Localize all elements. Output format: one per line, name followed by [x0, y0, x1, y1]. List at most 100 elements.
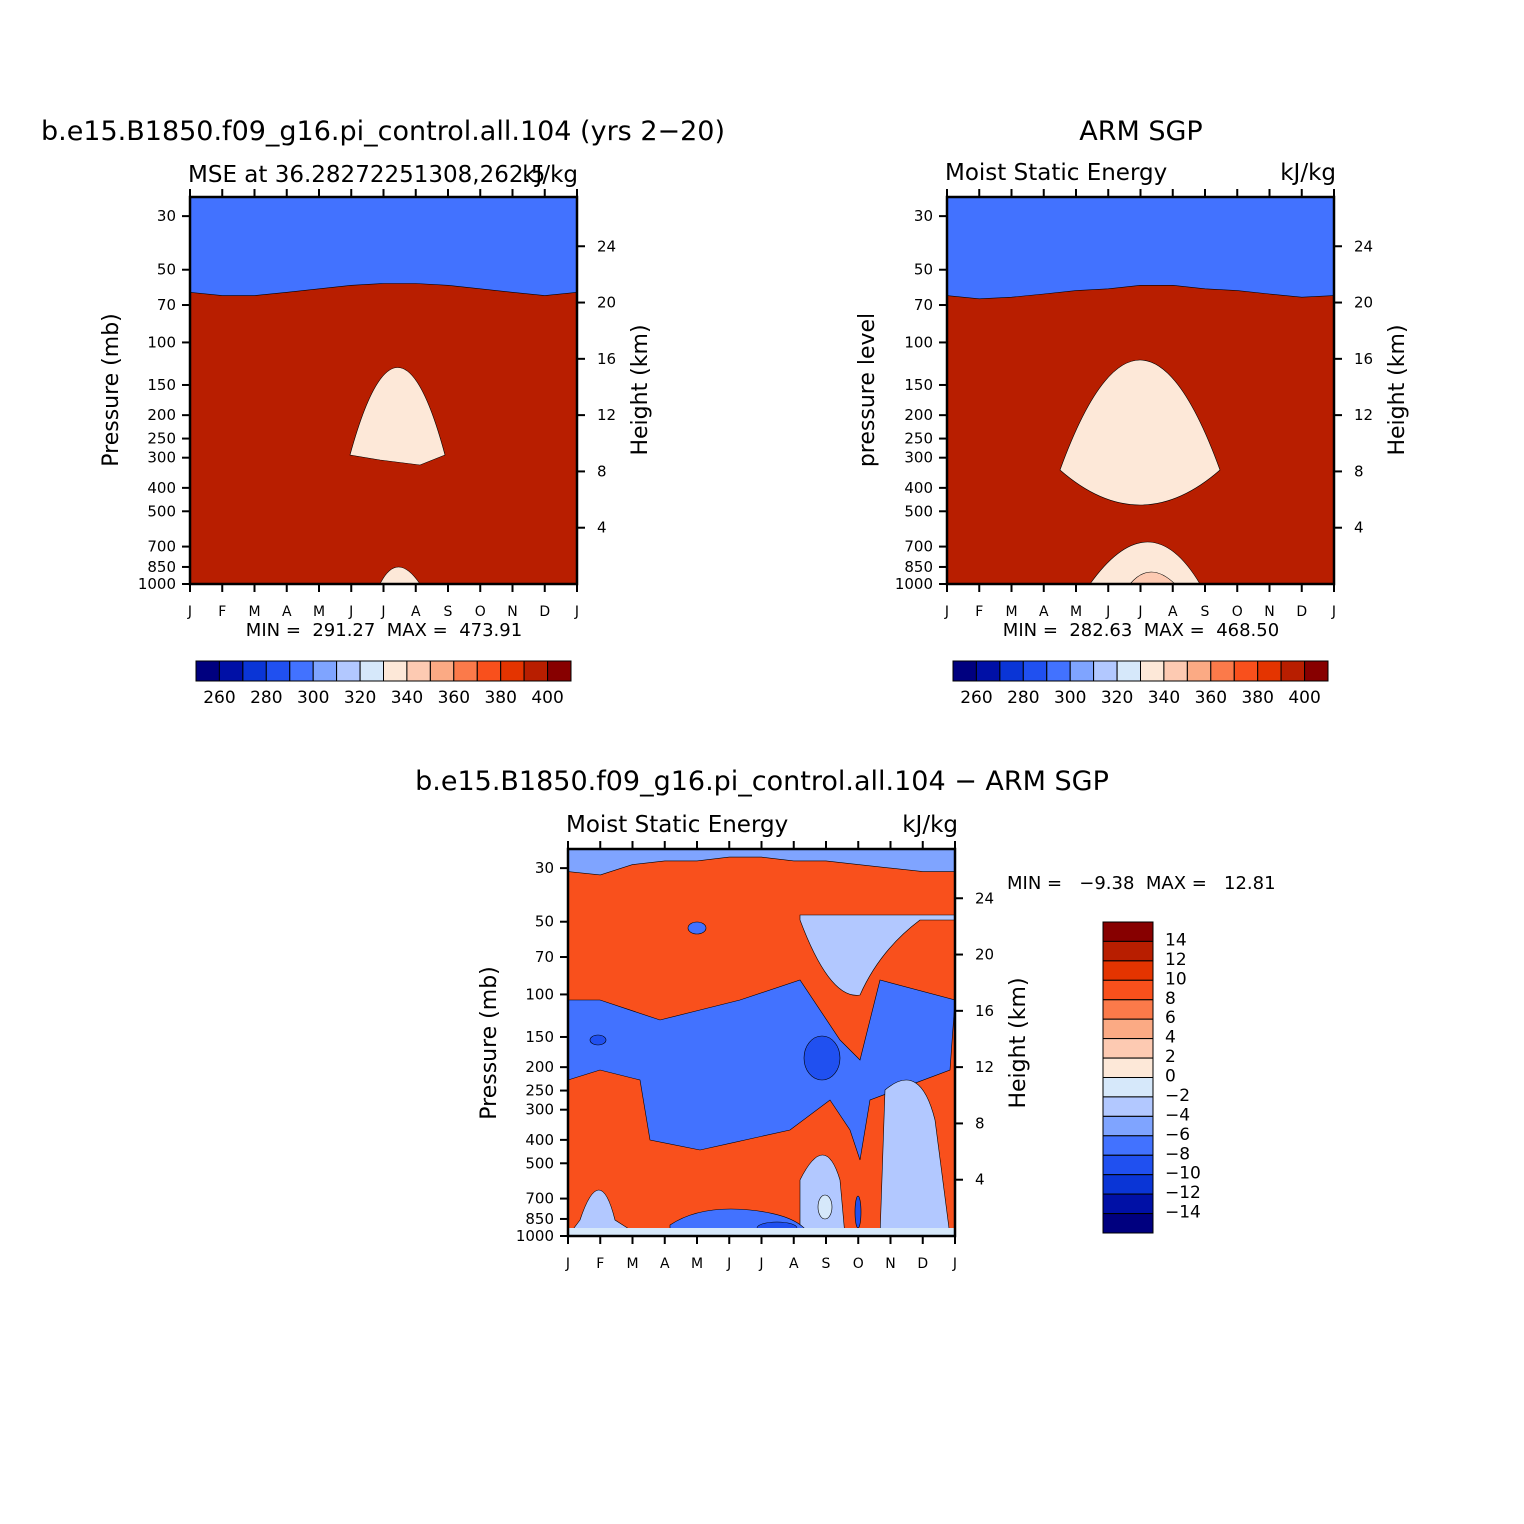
x-tick-label: J [726, 1256, 731, 1272]
panel-obs-colorbar: 260 280 300 320 340 360 380 400 [952, 660, 1329, 708]
y-tick-label: 850 [147, 558, 176, 576]
y-tick-label: 700 [525, 1190, 554, 1208]
panel-diff: b.e15.B1850.f09_g16.pi_control.all.104 −… [415, 766, 1275, 1272]
colorbar-label: 360 [1195, 688, 1227, 708]
colorbar-swatch [383, 660, 408, 682]
x-tick-label: J [574, 604, 579, 620]
colorbar-label: 380 [484, 688, 516, 708]
colorbar-swatch [1102, 1057, 1154, 1078]
colorbar-label: −2 [1165, 1086, 1190, 1106]
y-tick-label: 100 [904, 333, 933, 351]
y-tick-label: 1000 [138, 575, 176, 593]
colorbar-label: 300 [1054, 688, 1086, 708]
colorbar-label: 2 [1165, 1047, 1176, 1067]
x-tick-label: J [1137, 604, 1142, 620]
panel-model-title: b.e15.B1850.f09_g16.pi_control.all.104 (… [41, 116, 725, 147]
x-tick-label: A [411, 604, 421, 620]
colorbar-swatch [242, 660, 267, 682]
x-tick-label: M [1005, 604, 1017, 620]
colorbar-swatch [1046, 660, 1071, 682]
contour-blob [799, 914, 956, 996]
colorbar-label: 260 [203, 688, 235, 708]
colorbar-swatch [1102, 960, 1154, 981]
y-tick-label: 400 [147, 479, 176, 497]
band [568, 1228, 955, 1236]
colorbar-swatch [999, 660, 1024, 682]
colorbar-label: 320 [344, 688, 376, 708]
y-tick-label: 300 [525, 1101, 554, 1119]
panel-obs-min-max: MIN = 282.63 MAX = 468.50 [1003, 620, 1279, 641]
colorbar-label: 280 [1007, 688, 1039, 708]
x-tick-label: O [1232, 604, 1243, 620]
colorbar-swatch [1102, 1018, 1154, 1040]
colorbar-swatch [1102, 1213, 1154, 1234]
y-tick-label: 250 [147, 430, 176, 448]
colorbar-swatch [952, 660, 977, 682]
colorbar-swatch [476, 660, 502, 682]
y-tick-label: 50 [157, 261, 176, 279]
colorbar-swatch [406, 660, 431, 682]
colorbar-label: 340 [1148, 688, 1180, 708]
panel-obs-ylabel-right: Height (km) [1385, 324, 1410, 455]
y-tick-label: 300 [147, 449, 176, 467]
x-tick-label: M [248, 604, 260, 620]
x-tick-label: J [952, 1256, 957, 1272]
y-tick-label: 200 [904, 406, 933, 424]
y-tick-label: 500 [147, 502, 176, 520]
panel-diff-y-ticks-right: 24 20 16 12 8 4 [955, 889, 994, 1189]
colorbar-swatch [1069, 660, 1095, 682]
panel-model: b.e15.B1850.f09_g16.pi_control.all.104 (… [41, 116, 725, 708]
panel-model-ylabel: Pressure (mb) [99, 313, 124, 467]
x-tick-label: F [596, 1256, 604, 1272]
panel-model-ylabel-right: Height (km) [628, 324, 653, 455]
contour-blob [1059, 359, 1221, 506]
contour-blob [817, 1194, 833, 1220]
y-right-tick-label: 8 [597, 462, 607, 480]
contour-blob [854, 1195, 862, 1229]
panel-model-subtitle-left: MSE at 36.28272251308,262.5 [188, 162, 545, 188]
x-tick-label: A [1039, 604, 1049, 620]
colorbar-swatch [1102, 940, 1154, 962]
colorbar-swatch [1304, 660, 1329, 682]
panel-diff-subtitle-left: Moist Static Energy [566, 812, 788, 838]
colorbar-swatch [359, 660, 385, 682]
y-right-tick-label: 12 [1354, 406, 1373, 424]
y-right-tick-label: 24 [1354, 237, 1373, 255]
x-tick-label: N [507, 604, 517, 620]
y-right-tick-label: 4 [975, 1171, 985, 1189]
contour-blob [567, 979, 956, 1161]
y-tick-label: 1000 [895, 575, 933, 593]
colorbar-swatch [975, 660, 1001, 682]
colorbar-swatch [336, 660, 361, 682]
y-tick-label: 70 [535, 948, 554, 966]
x-tick-label: A [789, 1256, 799, 1272]
colorbar-label: 360 [438, 688, 470, 708]
y-tick-label: 50 [914, 261, 933, 279]
colorbar-swatch [1102, 1135, 1154, 1156]
y-right-tick-label: 16 [597, 350, 616, 368]
colorbar-label: −6 [1165, 1125, 1190, 1145]
x-tick-label: M [1070, 604, 1082, 620]
contour-blob [687, 921, 707, 935]
y-right-tick-label: 4 [1354, 519, 1364, 537]
colorbar-swatch [523, 660, 548, 682]
x-tick-label: J [187, 604, 192, 620]
x-tick-label: M [691, 1256, 703, 1272]
contour-blob [879, 1079, 951, 1237]
x-tick-label: J [380, 604, 385, 620]
colorbar-label: −10 [1165, 1164, 1201, 1184]
y-tick-label: 500 [904, 502, 933, 520]
x-tick-label: D [1296, 604, 1307, 620]
panel-model-min-max: MIN = 291.27 MAX = 473.91 [246, 620, 522, 641]
y-tick-label: 850 [525, 1210, 554, 1228]
colorbar-swatch [1102, 1174, 1154, 1195]
y-right-tick-label: 24 [597, 237, 616, 255]
colorbar-swatch [1233, 660, 1259, 682]
x-tick-label: S [822, 1256, 831, 1272]
y-right-tick-label: 20 [597, 294, 616, 312]
